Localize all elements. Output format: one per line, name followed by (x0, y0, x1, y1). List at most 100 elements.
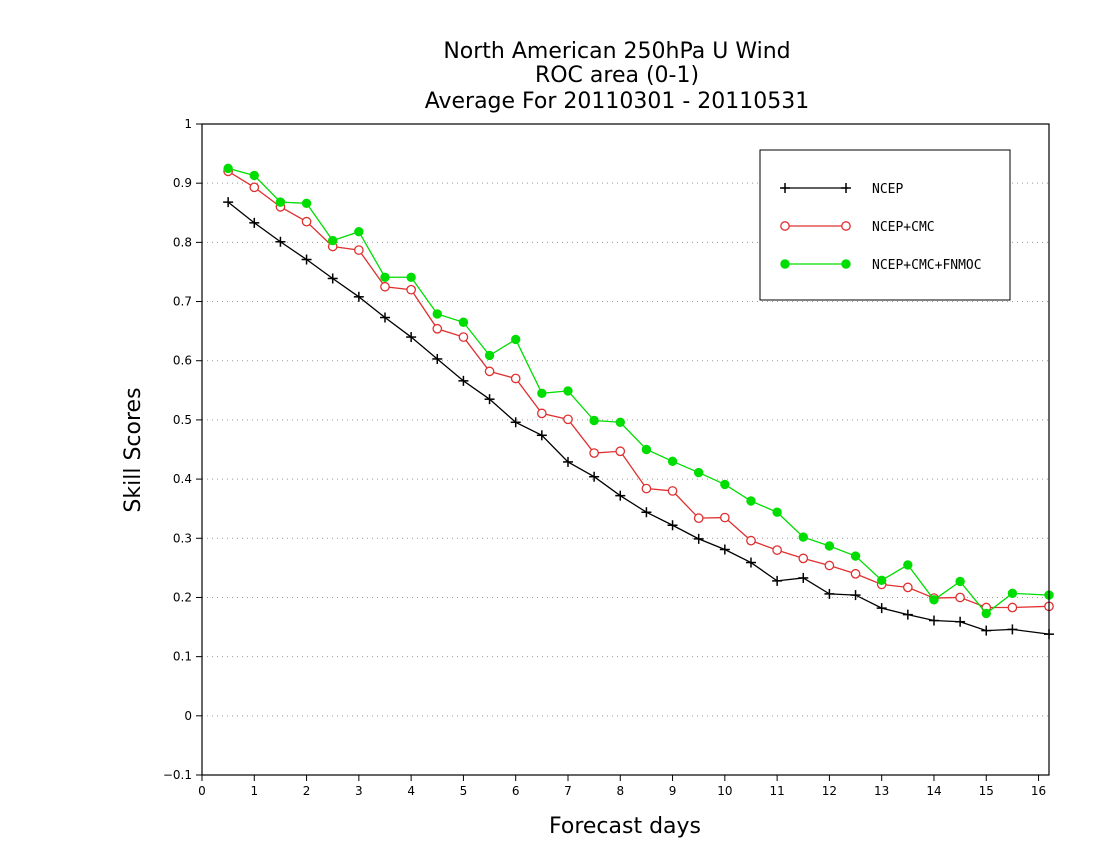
x-tick-label: 10 (717, 784, 732, 798)
data-point-ncep-cmc-fnmoc (354, 227, 364, 237)
data-point-ncep (876, 603, 887, 614)
data-point-ncep-cmc-fnmoc (876, 575, 887, 585)
x-tick-label: 8 (616, 784, 624, 798)
legend-marker-start (780, 221, 790, 231)
data-point-ncep-cmc (354, 245, 364, 255)
series-line-ncep (227, 201, 1050, 635)
data-point-ncep (406, 332, 417, 343)
legend-marker-start (780, 183, 790, 193)
data-point-ncep-cmc (589, 448, 599, 458)
data-point-ncep-cmc-fnmoc (249, 170, 259, 181)
data-point-ncep-cmc-fnmoc (929, 595, 939, 605)
x-tick-label: 13 (874, 784, 889, 798)
data-point-ncep-cmc-fnmoc (798, 532, 808, 542)
data-point-ncep-cmc (249, 182, 260, 193)
data-point-ncep-cmc-fnmoc (746, 496, 756, 506)
x-tick-label: 12 (822, 784, 837, 798)
data-point-ncep-cmc-fnmoc (328, 235, 338, 246)
data-point-ncep-cmc (746, 535, 756, 546)
data-point-ncep-cmc (772, 545, 782, 555)
plot-series (223, 163, 1054, 640)
data-point-ncep-cmc-fnmoc (955, 576, 965, 587)
y-tick-label: 1 (184, 117, 192, 131)
legend-item-ncep-cmc: NCEP+CMC (780, 220, 935, 235)
x-tick-label: 3 (355, 784, 363, 798)
data-point-ncep-cmc-fnmoc (850, 551, 861, 561)
series-ncep-cmc (223, 166, 1054, 613)
data-point-ncep-cmc-fnmoc (380, 272, 390, 282)
data-point-ncep-cmc (798, 553, 809, 564)
data-point-ncep (327, 273, 338, 284)
data-point-ncep (1007, 624, 1018, 635)
data-point-ncep (981, 625, 992, 636)
y-tick-label: 0.8 (173, 235, 192, 249)
data-point-ncep-cmc-fnmoc (275, 197, 286, 207)
data-point-ncep (249, 217, 260, 228)
y-axis-ticks: −0.1 0 0.1 0.2 0.3 0.4 0.5 0.6 0.7 0.8 0.9 1 (163, 117, 202, 782)
data-point-ncep-cmc-fnmoc (301, 198, 312, 209)
data-point-ncep-cmc-fnmoc (589, 415, 599, 426)
data-point-ncep (902, 609, 913, 620)
plot-frame (201, 123, 1050, 776)
legend-label: NCEP+CMC+FNMOC (872, 258, 982, 273)
legend-marker-end (841, 183, 851, 193)
data-point-ncep-cmc (641, 483, 652, 494)
data-point-ncep-cmc-fnmoc (981, 608, 991, 619)
data-point-ncep-cmc (850, 568, 861, 579)
data-point-ncep-cmc (380, 281, 390, 292)
legend-label: NCEP+CMC (872, 220, 935, 235)
data-point-ncep (562, 456, 573, 467)
data-point-ncep (824, 588, 835, 599)
data-point-ncep (301, 254, 312, 265)
data-point-ncep-cmc (458, 332, 469, 342)
data-point-ncep-cmc (667, 486, 678, 496)
y-tick-label: 0.1 (173, 650, 192, 664)
data-point-ncep-cmc (824, 560, 835, 571)
x-tick-label: 0 (198, 784, 206, 798)
data-point-ncep-cmc (719, 512, 730, 523)
x-tick-label: 9 (669, 784, 677, 798)
legend-item-ncep: NCEP (780, 182, 903, 197)
x-tick-label: 2 (303, 784, 311, 798)
y-tick-label: 0.9 (173, 176, 192, 190)
chart-title: North American 250hPa U Wind ROC area (0… (425, 39, 810, 114)
data-point-ncep-cmc (536, 408, 547, 419)
data-point-ncep-cmc (955, 592, 965, 603)
data-point-ncep-cmc (510, 373, 521, 384)
data-point-ncep-cmc (484, 366, 495, 377)
x-tick-label: 4 (407, 784, 415, 798)
data-point-ncep-cmc (406, 284, 416, 295)
y-axis-title: Skill Scores (121, 387, 146, 512)
legend-item-ncep-cmc-fnmoc: NCEP+CMC+FNMOC (780, 258, 982, 273)
x-axis-title: Forecast days (549, 814, 701, 839)
y-tick-label: 0.3 (173, 531, 192, 545)
data-point-ncep (432, 353, 443, 364)
data-point-ncep (275, 236, 286, 247)
legend-marker-end (841, 259, 851, 269)
data-point-ncep (667, 520, 678, 531)
legend: NCEP NCEP+CMC NCEP+CMC+FNMOC (759, 149, 1011, 301)
data-point-ncep (536, 430, 547, 441)
data-point-ncep-cmc-fnmoc (667, 456, 678, 467)
y-tick-label: 0 (184, 709, 192, 723)
data-point-ncep-cmc-fnmoc (484, 350, 495, 361)
data-point-ncep-cmc-fnmoc (563, 386, 573, 396)
chart-title-line-2: ROC area (0-1) (535, 63, 699, 88)
data-point-ncep (223, 197, 234, 208)
data-point-ncep-cmc-fnmoc (641, 444, 652, 455)
data-point-ncep-cmc-fnmoc (903, 560, 913, 570)
y-tick-label: 0.6 (173, 354, 192, 368)
data-point-ncep-cmc-fnmoc (223, 163, 233, 174)
x-tick-label: 15 (979, 784, 994, 798)
data-point-ncep (484, 394, 495, 405)
data-point-ncep (928, 615, 939, 626)
data-point-ncep (510, 417, 521, 428)
data-point-ncep-cmc-fnmoc (1007, 588, 1018, 599)
data-point-ncep (719, 544, 730, 555)
x-tick-label: 6 (512, 784, 520, 798)
series-ncep (223, 197, 1054, 640)
series-line-ncep-cmc-fnmoc (227, 167, 1050, 615)
y-tick-label: 0.4 (173, 472, 192, 486)
data-point-ncep-cmc-fnmoc (511, 334, 521, 345)
data-point-ncep (379, 312, 390, 323)
